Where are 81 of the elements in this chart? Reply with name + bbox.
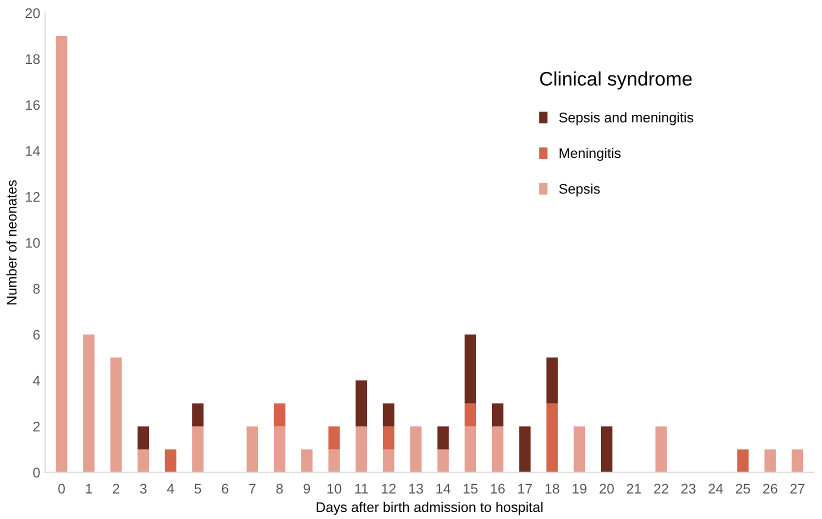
bar: [164, 449, 176, 472]
bar: [764, 449, 776, 472]
x-tick-label: 26: [763, 484, 778, 494]
bar: [655, 426, 667, 472]
y-tick-label: 4: [32, 376, 40, 386]
bar: [83, 334, 95, 472]
bar: [301, 449, 313, 472]
x-tick-label: 25: [736, 484, 750, 494]
y-tick-label: 6: [33, 330, 40, 340]
x-tick-label: 24: [708, 484, 723, 494]
x-tick-label: 10: [327, 484, 342, 494]
bar: [192, 403, 204, 426]
bar: [382, 449, 394, 472]
x-tick-label: 1: [86, 484, 92, 494]
x-tick-label: 27: [790, 484, 804, 494]
bar: [519, 426, 531, 472]
x-tick-label: 0: [58, 484, 65, 494]
y-tick-label: 18: [26, 54, 40, 64]
bar: [274, 426, 286, 472]
bar: [138, 449, 150, 472]
bar: [246, 426, 258, 472]
x-tick-label: 18: [545, 484, 560, 494]
bar: [110, 357, 122, 472]
x-tick-label: 23: [681, 484, 696, 494]
bar: [574, 426, 586, 472]
x-tick-label: 13: [409, 484, 423, 494]
x-tick-label: 11: [355, 484, 368, 494]
y-tick-label: 20: [26, 8, 40, 18]
x-tick-label: 16: [490, 484, 505, 494]
bar: [546, 357, 558, 404]
x-tick-label: 4: [167, 484, 174, 494]
y-tick-label: 16: [26, 100, 40, 110]
bar: [138, 426, 150, 450]
x-tick-label: 3: [140, 484, 147, 494]
x-tick-label: 17: [518, 484, 532, 494]
legend-title: Clinical syndrome: [540, 71, 692, 90]
bar: [56, 36, 68, 472]
bar: [792, 449, 804, 472]
x-tick-label: 8: [276, 484, 283, 494]
y-tick-label: 10: [26, 238, 40, 248]
y-tick-label: 12: [26, 192, 40, 202]
bar: [328, 426, 340, 450]
x-tick-label: 12: [382, 484, 396, 494]
bar: [464, 334, 476, 404]
y-tick-label: 0: [33, 468, 40, 478]
bar: [464, 426, 476, 472]
y-tick-label: 2: [33, 422, 40, 432]
bar: [437, 426, 449, 450]
bar: [274, 403, 286, 426]
legend-label: Sepsis: [559, 184, 600, 197]
x-tick-label: 22: [654, 484, 668, 494]
bar: [492, 426, 504, 472]
bar: [356, 426, 368, 472]
x-tick-label: 9: [304, 484, 310, 494]
x-tick-label: 7: [249, 484, 256, 494]
bar: [437, 449, 449, 472]
y-axis-title: Number of neonates: [6, 180, 17, 304]
x-tick-label: 21: [626, 484, 641, 494]
legend-label: Meningitis: [560, 148, 621, 161]
bar: [356, 380, 368, 426]
legend-label: Sepsis and meningitis: [559, 112, 694, 126]
bar: [464, 403, 476, 426]
x-tick-label: 2: [112, 484, 120, 494]
x-tick-label: 6: [222, 484, 228, 494]
bar: [492, 403, 504, 426]
bar: [410, 426, 422, 472]
x-tick-label: 20: [600, 484, 614, 494]
x-tick-label: 15: [464, 484, 478, 494]
bar: [328, 449, 340, 472]
bar: [192, 426, 204, 472]
bar: [600, 426, 612, 472]
x-tick-label: 14: [436, 484, 450, 494]
x-tick-label: 5: [194, 484, 202, 494]
x-tick-label: 19: [572, 484, 586, 494]
bar: [382, 426, 394, 450]
bar: [382, 403, 394, 426]
y-tick-label: 14: [26, 146, 40, 156]
y-tick-label: 8: [33, 284, 40, 294]
bar: [546, 403, 558, 472]
x-axis-title: Days after birth admission to hospital: [316, 502, 542, 515]
bar: [737, 449, 749, 472]
